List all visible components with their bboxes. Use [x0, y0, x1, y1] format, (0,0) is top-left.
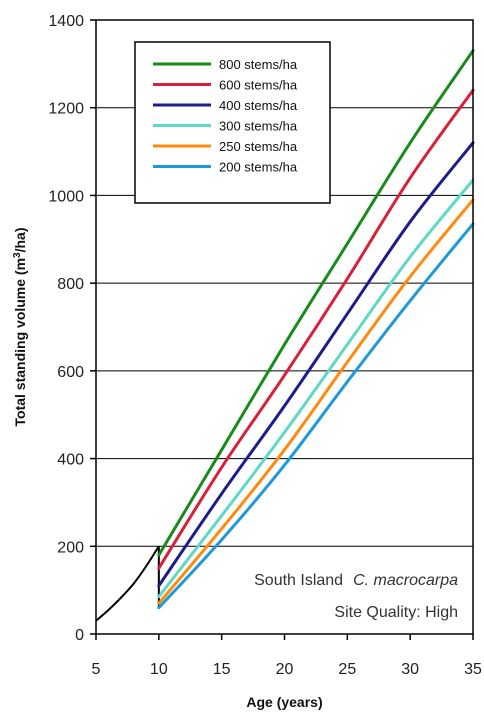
x-tick-label: 10 [150, 661, 168, 678]
y-tick-label: 600 [57, 364, 84, 381]
y-axis-title-prefix: Total standing volume (m [12, 258, 28, 427]
x-tick-label: 5 [92, 661, 101, 678]
x-axis-title: Age (years) [246, 694, 322, 710]
series-line [157, 222, 475, 610]
y-axis: 0 200 400 600 800 1000 1200 1400 [48, 13, 96, 644]
annotation-species-name: C. macrocarpa [353, 572, 458, 589]
legend-box [134, 41, 331, 204]
series-line [157, 198, 475, 605]
y-tick-label: 400 [57, 452, 84, 469]
x-tick-label: 20 [276, 661, 294, 678]
y-axis-title: Total standing volume (m3/ha) [12, 228, 29, 427]
series-line-pre-thinning [95, 545, 160, 622]
x-tick-label: 15 [213, 661, 231, 678]
legend-entry: 800 stems/ha [219, 57, 298, 72]
x-tick-label: 25 [338, 661, 356, 678]
y-tick-label: 0 [75, 627, 84, 644]
legend-entry: 200 stems/ha [219, 160, 298, 175]
legend-entry: 300 stems/ha [219, 119, 298, 134]
y-axis-title-suffix: /ha) [12, 228, 28, 253]
annotation-species: South Island C. macrocarpa [254, 572, 458, 589]
legend: 800 stems/ha 600 stems/ha 400 stems/ha 300 … [134, 41, 331, 204]
annotation-region: South Island [254, 572, 343, 589]
y-tick-label: 200 [57, 539, 84, 556]
x-tick-label: 30 [401, 661, 419, 678]
y-tick-label: 1000 [48, 188, 84, 205]
legend-entry: 250 stems/ha [219, 139, 298, 154]
legend-entry: 600 stems/ha [219, 78, 298, 93]
series-line [157, 178, 475, 599]
series-lines [95, 49, 475, 622]
legend-entry: 400 stems/ha [219, 98, 298, 113]
x-tick-label: 35 [464, 661, 482, 678]
series-line [157, 141, 475, 588]
y-axis-title-superscript: 3 [12, 252, 23, 258]
series-line [157, 88, 475, 570]
y-tick-label: 1400 [48, 13, 84, 30]
y-tick-label: 1200 [48, 101, 84, 118]
x-axis: 5 10 15 20 25 30 35 [92, 634, 482, 678]
series-line [157, 49, 475, 557]
annotation-site-quality: Site Quality: High [334, 604, 458, 621]
y-tick-label: 800 [57, 276, 84, 293]
